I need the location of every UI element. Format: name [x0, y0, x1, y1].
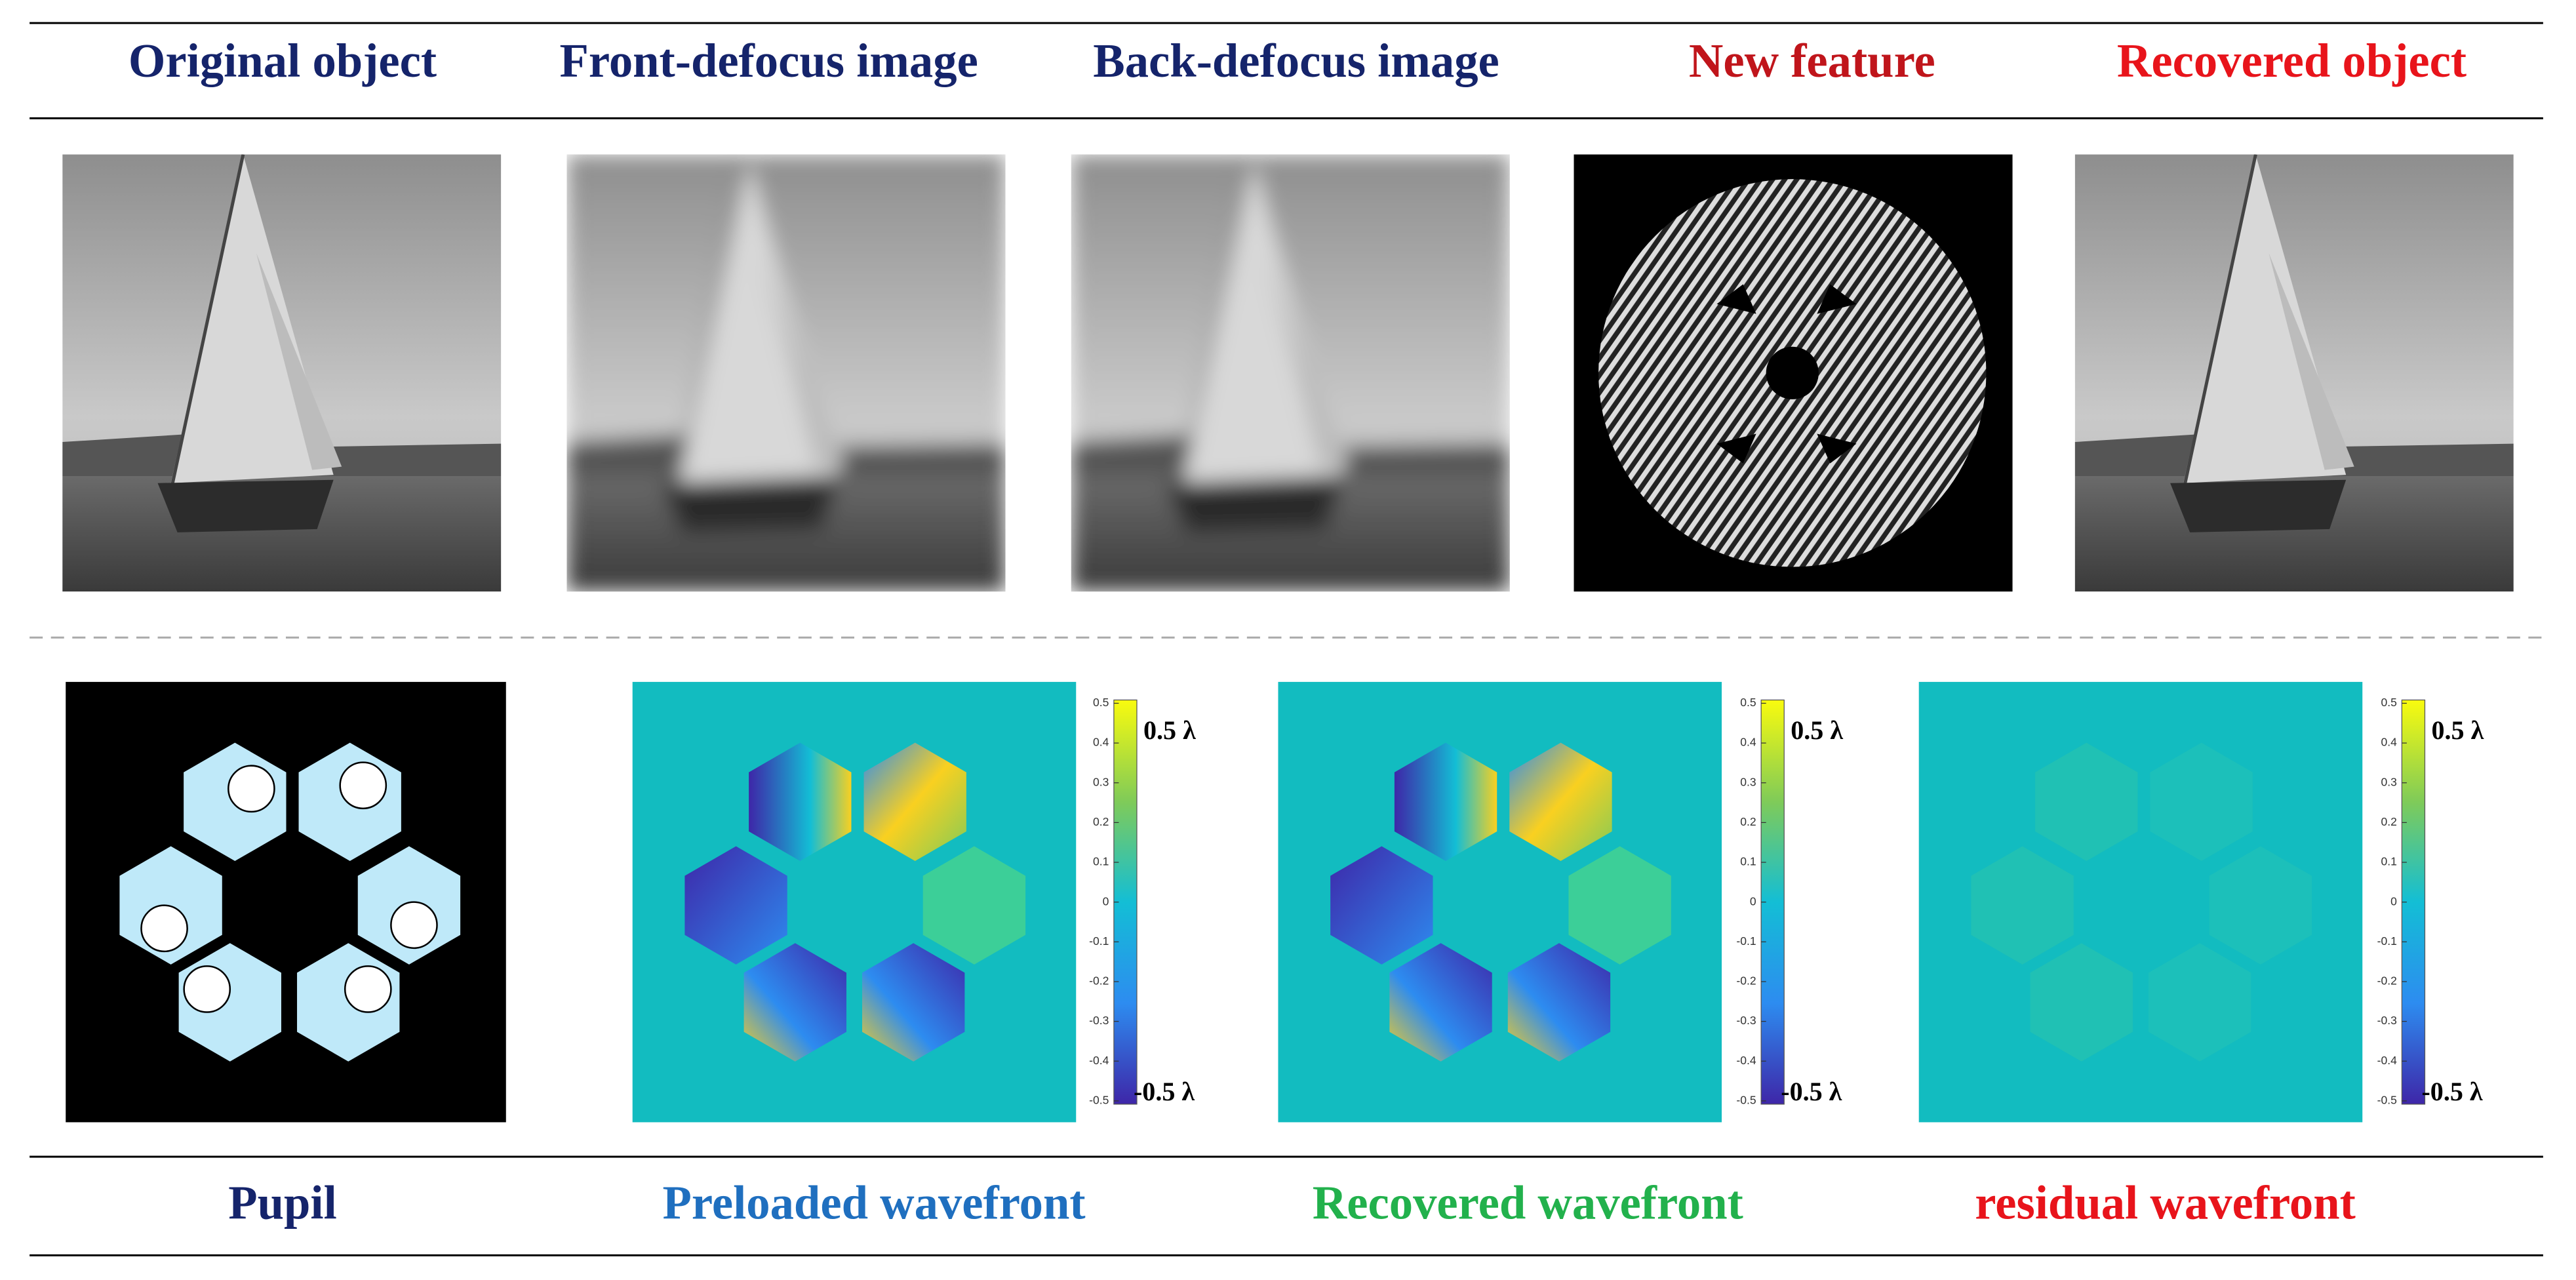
pupil-circle [390, 901, 438, 950]
image [2075, 155, 2514, 592]
wavefront-hexagon [1971, 846, 2074, 965]
wavefront-hexagon [2209, 846, 2312, 965]
colorbar-tick-label: 0.4 [1093, 736, 1109, 749]
wavefront-hexagon [1330, 846, 1433, 965]
wavefront-hexagon [2035, 742, 2138, 862]
colorbar-tick-label: -0.2 [1736, 974, 1756, 988]
footer-label: Recovered wavefront [1313, 1176, 1743, 1229]
colorbar-tick-label: -0.2 [1089, 974, 1109, 988]
colorbar-tick-label: 0.2 [1740, 815, 1756, 828]
colorbar-tick-label: -0.1 [1736, 934, 1756, 948]
pupil-circle [339, 761, 387, 810]
header-label: Recovered object [2117, 34, 2467, 87]
colorbar-tick-label: 0.4 [2381, 736, 2397, 749]
colorbar-min-label: -0.5 λ [1781, 1077, 1842, 1106]
colorbar-tick-label: 0.4 [1740, 736, 1756, 749]
wavefront-hexagon [2149, 943, 2251, 1062]
colorbar-tick-label: 0.1 [1093, 855, 1109, 868]
colorbar-tick-label: -0.5 [1089, 1094, 1109, 1107]
colorbar-tick-label: -0.5 [1736, 1094, 1756, 1107]
header-label: New feature [1689, 34, 1935, 87]
colorbar-tick-label: -0.5 [2377, 1094, 2397, 1107]
wavefront-hexagon [2150, 742, 2253, 862]
footer-label: Preloaded wavefront [663, 1176, 1086, 1229]
colorbar-min-label: -0.5 λ [1134, 1077, 1195, 1106]
colorbar-tick-label: 0.1 [2381, 855, 2396, 868]
colorbar-tick-label: 0.5 [1740, 696, 1756, 709]
wavefront-hexagon [1394, 742, 1497, 862]
colorbar-tick-label: -0.4 [1089, 1054, 1109, 1067]
colorbar-tick-label: 0 [1103, 894, 1109, 908]
colorbar-tick-label: 0.2 [1093, 815, 1109, 828]
header-label: Original object [129, 34, 437, 87]
colorbar-tick-label: -0.3 [1089, 1014, 1109, 1027]
wavefront-hexagon [1509, 742, 1612, 862]
colorbar-tick-label: -0.4 [1736, 1054, 1756, 1067]
wavefront-hexagon [922, 846, 1026, 965]
colorbar-tick-label: 0 [2390, 894, 2397, 908]
colorbar-tick-label: 0.1 [1740, 855, 1756, 868]
colorbar-tick-label: -0.3 [1736, 1014, 1756, 1027]
colorbar-tick-label: -0.2 [2377, 974, 2397, 988]
footer-label: residual wavefront [1975, 1176, 2356, 1229]
pupil-circle [228, 765, 275, 813]
colorbar-tick-label: -0.4 [2377, 1054, 2397, 1067]
wavefront-hexagon [2030, 943, 2133, 1062]
colorbar-tick-label: -0.1 [2377, 934, 2397, 948]
colorbar-max-label: 0.5 λ [1143, 715, 1196, 745]
colorbar-tick-label: -0.1 [1089, 934, 1109, 948]
colorbar-tick-label: 0.5 [1093, 696, 1109, 709]
footer-label: Pupil [228, 1176, 337, 1229]
hexagons [119, 742, 2312, 1062]
wavefront-hexagon [1507, 943, 1611, 1062]
colorbar-max-label: 0.5 λ [1791, 715, 1843, 745]
colorbar-tick-label: 0 [1750, 894, 1756, 908]
wavefront-hexagon [1389, 943, 1492, 1062]
colorbar-min-label: -0.5 λ [2421, 1077, 2482, 1106]
wavefront-hexagon [862, 943, 965, 1062]
wavefront-hexagon [863, 742, 966, 862]
header-label: Back-defocus image [1093, 34, 1499, 87]
colorbar-tick-label: -0.3 [2377, 1014, 2397, 1027]
wavefront-hexagon [684, 846, 787, 965]
image [1574, 154, 2013, 592]
image [62, 155, 501, 592]
colorbar-max-label: 0.5 λ [2431, 715, 2484, 745]
image [566, 155, 1005, 592]
pupil-circle [140, 904, 188, 953]
colorbar-tick-label: 0.2 [2381, 815, 2396, 828]
pupil-circle [183, 965, 231, 1013]
colorbar-tick-label: 0.3 [2381, 775, 2396, 788]
wavefront-hexagon [743, 943, 846, 1062]
colorbar-tick-label: 0.5 [2381, 696, 2397, 709]
wavefront-hexagon [749, 742, 852, 862]
image [1071, 155, 1510, 592]
wavefront-hexagon [1568, 846, 1671, 965]
pupil-circle [344, 965, 392, 1013]
colorbar-tick-label: 0.3 [1093, 775, 1109, 788]
colorbar-tick-label: 0.3 [1740, 775, 1756, 788]
header-label: Front-defocus image [560, 34, 978, 87]
